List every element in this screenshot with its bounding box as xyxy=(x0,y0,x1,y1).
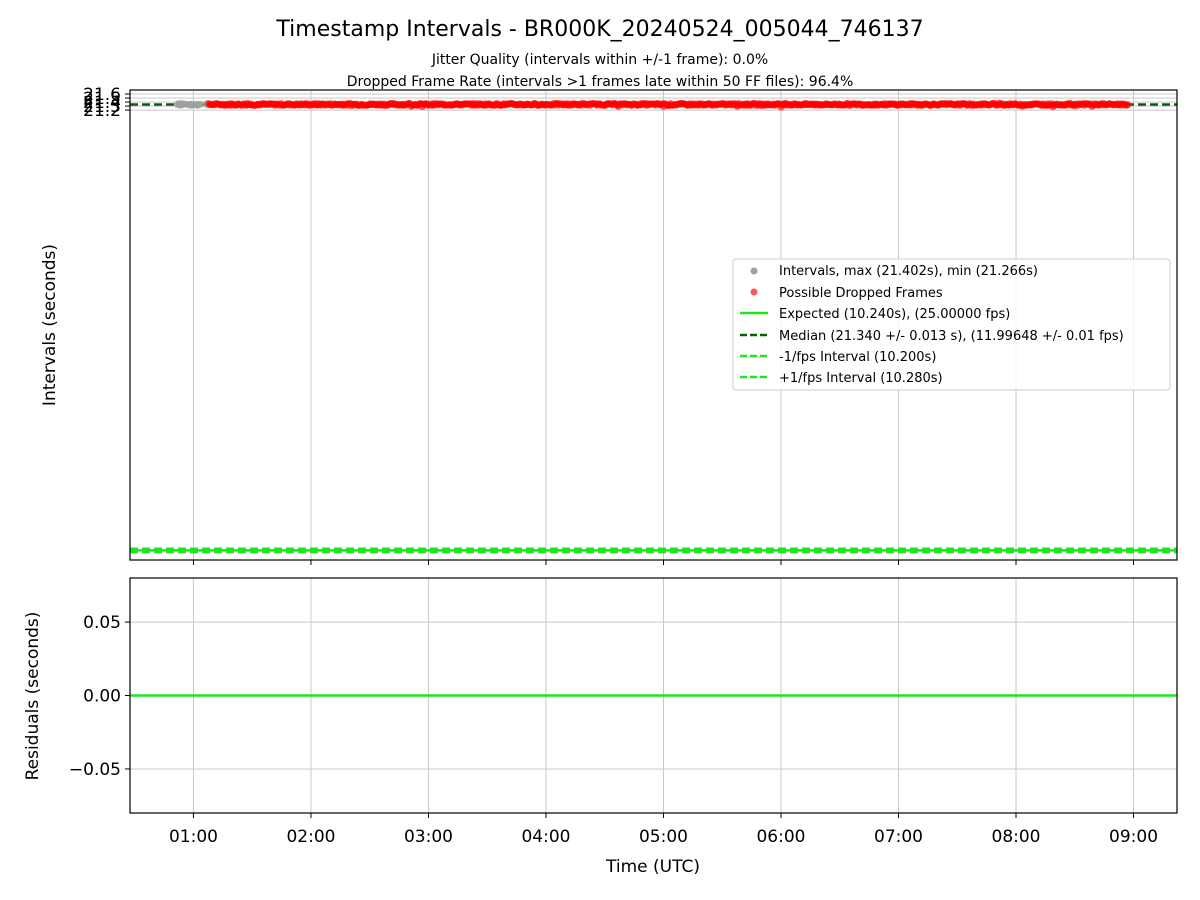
residuals-x-tick-label: 08:00 xyxy=(992,827,1041,847)
residuals-x-tick-label: 02:00 xyxy=(286,827,335,847)
intervals-ticks: 21.221.321.421.521.6 xyxy=(83,85,1135,565)
legend-box xyxy=(732,258,1171,391)
interval-point xyxy=(187,101,195,109)
legend-expected-label: Expected (10.240s), (25.00000 fps) xyxy=(779,307,1010,322)
residuals-x-tick-label: 01:00 xyxy=(169,827,218,847)
residuals-y-tick-label: −0.05 xyxy=(69,760,121,780)
intervals-points xyxy=(173,99,1132,111)
legend-dropped-marker xyxy=(750,288,758,296)
residuals-x-tick-label: 06:00 xyxy=(756,827,805,847)
interval-point xyxy=(194,100,202,108)
interval-point xyxy=(173,101,181,109)
intervals-panel: 21.221.321.421.521.6 Intervals (seconds)… xyxy=(40,85,1178,565)
intervals-y-tick-label: 21.3 xyxy=(83,97,121,117)
chart-subtitle-dropped: Dropped Frame Rate (intervals >1 frames … xyxy=(347,74,854,90)
dropped-frame-point xyxy=(1124,101,1132,109)
intervals-plot-frame xyxy=(129,89,1178,561)
residuals-x-tick-label: 07:00 xyxy=(874,827,923,847)
intervals-y-axis-label: Intervals (seconds) xyxy=(40,244,60,406)
residuals-y-tick-label: 0.00 xyxy=(83,687,121,707)
legend-dropped-label: Possible Dropped Frames xyxy=(779,286,943,301)
intervals-y-tick-label: 21.2 xyxy=(83,101,121,121)
residuals-x-tick-label: 09:00 xyxy=(1109,827,1158,847)
residuals-y-axis-label: Residuals (seconds) xyxy=(23,612,43,781)
legend-minus-fps-label: -1/fps Interval (10.200s) xyxy=(779,350,936,365)
residuals-panel: 01:00 02:00 03:00 04:00 05:00 06:00 07:00 08:00… xyxy=(23,577,1178,877)
intervals-y-tick-label: 21.6 xyxy=(83,85,121,105)
residuals-ticks: 01:00 02:00 03:00 04:00 05:00 06:00 07:00 08:00… xyxy=(69,613,1158,847)
chart-subtitle-jitter: Jitter Quality (intervals within +/-1 fr… xyxy=(431,52,768,68)
legend-intervals-marker xyxy=(750,267,758,275)
residuals-y-tick-label: 0.05 xyxy=(83,613,121,633)
intervals-legend: Intervals, max (21.402s), min (21.266s) … xyxy=(732,258,1171,391)
chart-title: Timestamp Intervals - BR000K_20240524_00… xyxy=(275,17,923,42)
legend-median-label: Median (21.340 +/- 0.013 s), (11.99648 +… xyxy=(779,329,1124,344)
residuals-x-axis-label: Time (UTC) xyxy=(605,857,700,877)
residuals-x-tick-label: 05:00 xyxy=(639,827,688,847)
legend-intervals-label: Intervals, max (21.402s), min (21.266s) xyxy=(779,264,1038,279)
intervals-y-tick-label: 21.5 xyxy=(83,89,121,109)
intervals-y-tick-label: 21.4 xyxy=(83,93,121,113)
legend-plus-fps-label: +1/fps Interval (10.280s) xyxy=(779,371,943,386)
residuals-x-tick-label: 03:00 xyxy=(404,827,453,847)
residuals-x-tick-label: 04:00 xyxy=(521,827,570,847)
